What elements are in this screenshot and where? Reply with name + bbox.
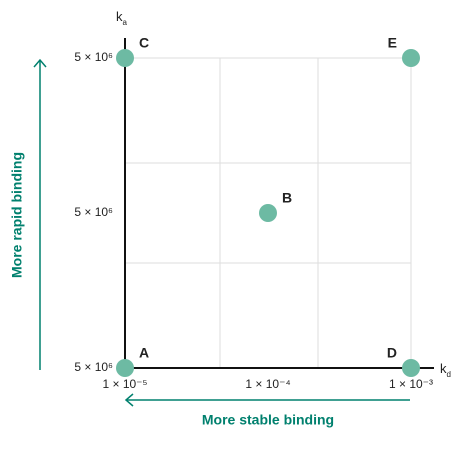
point (402, 49, 420, 67)
point (116, 49, 134, 67)
y-tick-label: 5 × 10⁶ (74, 360, 113, 374)
point (402, 359, 420, 377)
point (116, 359, 134, 377)
x-tick-label: 1 × 10⁻⁴ (245, 377, 290, 391)
grid (125, 57, 412, 368)
point-label: D (387, 345, 397, 361)
x-tick-label: 1 × 10⁻⁵ (102, 377, 147, 391)
point (259, 204, 277, 222)
y-axis-label: ka (116, 9, 128, 27)
y-direction-label: More rapid binding (9, 152, 25, 278)
point-label: C (139, 35, 149, 51)
y-direction-arrow (33, 58, 47, 370)
x-direction-arrow (124, 393, 410, 407)
x-direction-label: More stable binding (202, 412, 334, 428)
point-label: E (388, 35, 397, 51)
point-label: A (139, 345, 149, 361)
x-axis-label: kd (440, 361, 451, 379)
point-label: B (282, 190, 292, 206)
y-tick-label: 5 × 10⁶ (74, 50, 113, 64)
x-tick-label: 1 × 10⁻³ (389, 377, 433, 391)
y-tick-label: 5 × 10⁶ (74, 205, 113, 219)
